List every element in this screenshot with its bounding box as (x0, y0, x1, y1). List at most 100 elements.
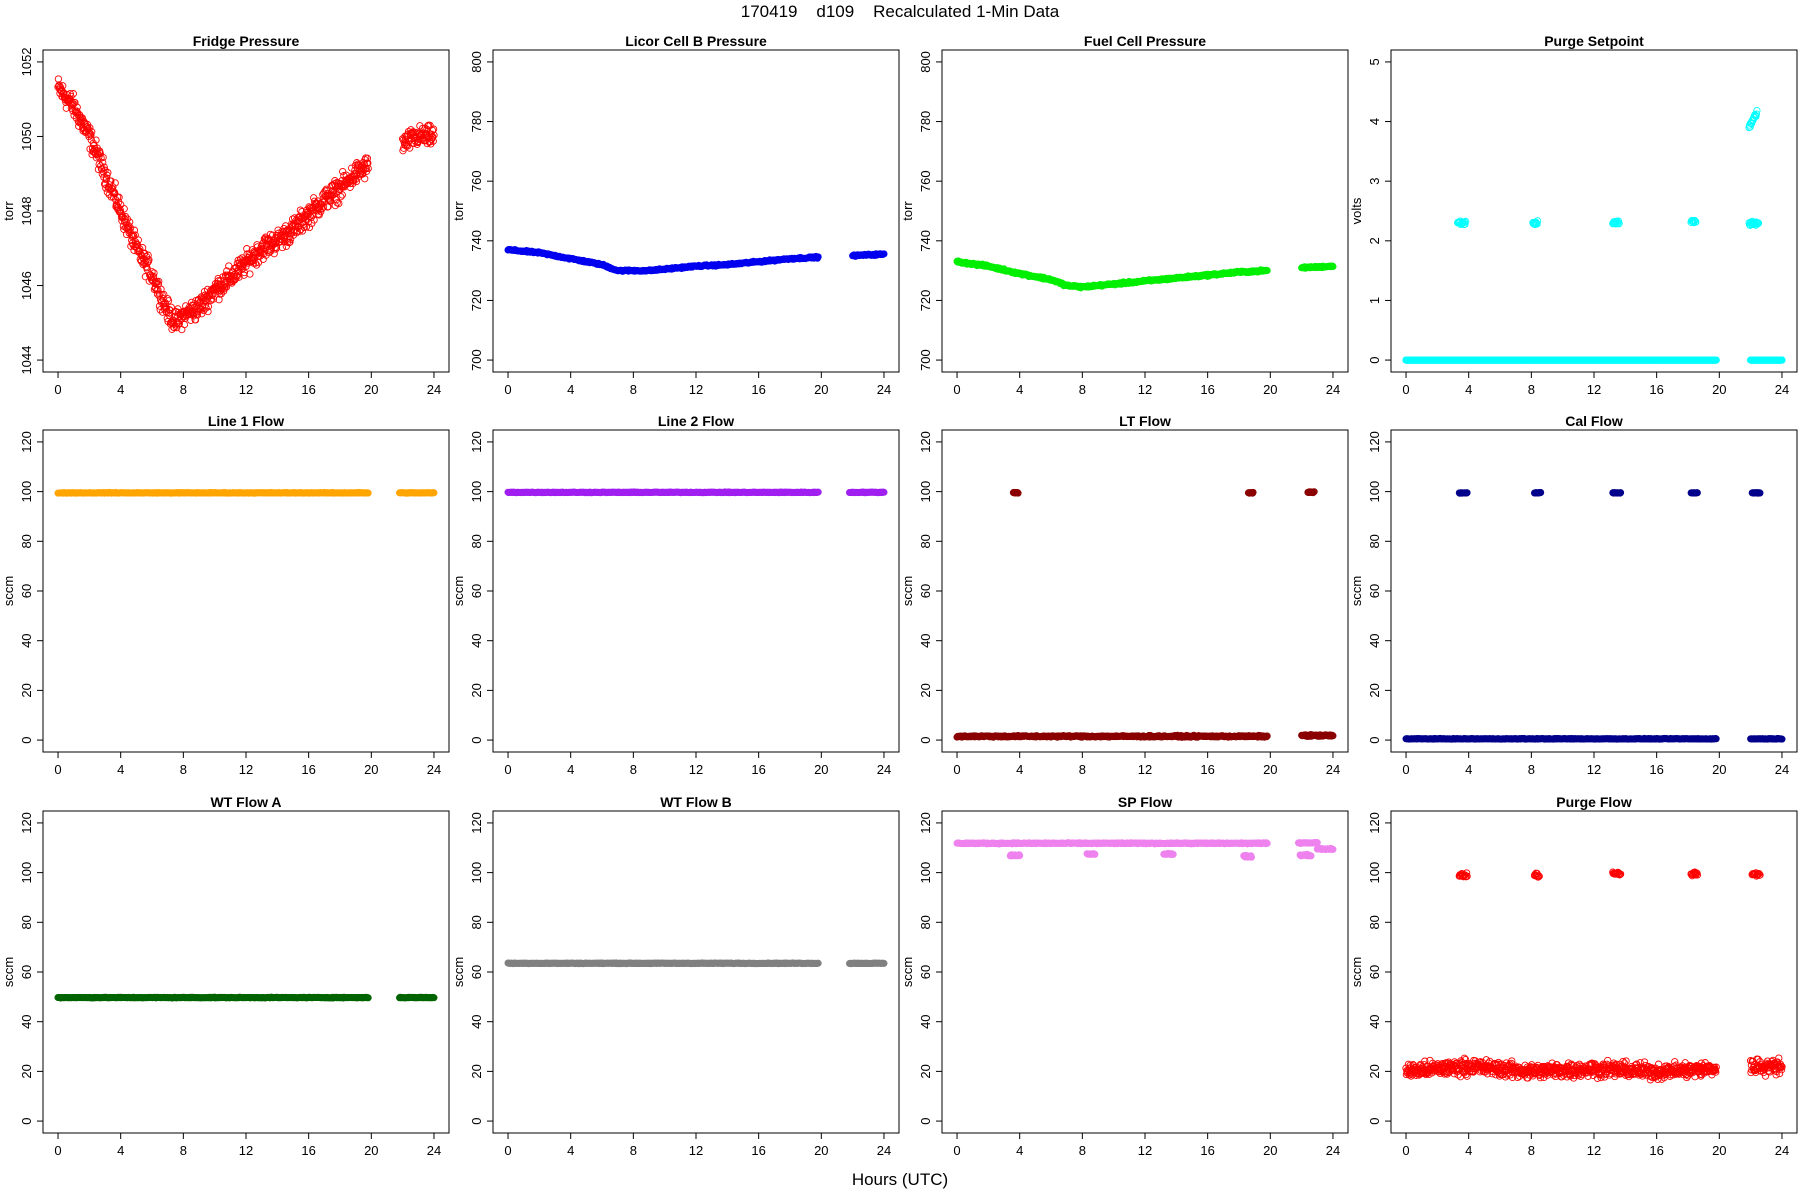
x-tick-label: 0 (504, 382, 511, 397)
data-point (814, 253, 822, 261)
data-points (54, 75, 438, 334)
y-tick-label: 720 (918, 290, 933, 312)
x-tick-label: 24 (1775, 382, 1789, 397)
data-point (295, 227, 304, 235)
data-point (99, 158, 107, 167)
data-point (1263, 266, 1271, 274)
x-tick-label: 8 (1528, 762, 1535, 777)
y-tick-label: 20 (469, 683, 484, 697)
x-tick-label: 8 (1079, 382, 1086, 397)
x-tick-label: 12 (689, 762, 703, 777)
x-tick-label: 4 (117, 762, 124, 777)
data-point (293, 227, 301, 236)
x-tick-label: 16 (301, 762, 315, 777)
x-tick-label: 8 (180, 762, 187, 777)
data-point (251, 259, 260, 267)
y-tick-label: 60 (469, 584, 484, 598)
y-tick-label: 40 (1367, 633, 1382, 647)
plot-frame (1390, 429, 1798, 753)
data-point (1329, 262, 1337, 270)
data-point (430, 489, 438, 497)
y-tick-label: 760 (918, 170, 933, 192)
y-tick-label: 1044 (19, 346, 34, 375)
data-points (1402, 488, 1786, 743)
x-tick-label: 16 (751, 762, 765, 777)
data-point (278, 243, 287, 252)
data-point (87, 131, 95, 139)
data-point (71, 98, 79, 107)
x-tick-label: 0 (953, 762, 960, 777)
x-tick-label: 24 (1326, 382, 1340, 397)
data-point (315, 211, 323, 219)
data-point (1310, 488, 1318, 496)
y-tick-label: 780 (918, 111, 933, 133)
data-point (149, 272, 158, 281)
data-point (150, 269, 158, 277)
plot-frame (492, 429, 900, 753)
x-tick-label: 20 (1263, 762, 1277, 777)
data-point (121, 212, 130, 221)
data-point (111, 179, 119, 187)
data-point (197, 306, 205, 314)
x-tick-label: 0 (504, 762, 511, 777)
y-tick-label: 120 (1367, 431, 1382, 453)
data-points (54, 488, 438, 497)
y-axis-label: torr (1, 201, 16, 221)
plot-frame (941, 429, 1349, 753)
x-tick-label: 4 (1016, 382, 1023, 397)
y-tick-label: 800 (469, 51, 484, 73)
data-point (134, 236, 142, 244)
x-tick-label: 24 (1775, 762, 1789, 777)
data-point (141, 273, 150, 281)
data-point (174, 308, 183, 317)
y-tick-label: 0 (469, 736, 484, 743)
y-axis-label: sccm (1, 576, 16, 606)
y-tick-label: 20 (19, 683, 34, 697)
data-point (364, 489, 372, 497)
y-tick-label: 700 (918, 349, 933, 371)
data-point (92, 136, 100, 144)
data-point (235, 273, 243, 281)
x-tick-label: 12 (1587, 762, 1601, 777)
plot-frame (42, 49, 450, 373)
x-tick-label: 8 (180, 382, 187, 397)
x-tick-label: 4 (117, 382, 124, 397)
panel-title: Purge Setpoint (1544, 33, 1644, 49)
y-tick-label: 5 (1367, 58, 1382, 65)
data-point (430, 131, 438, 139)
x-tick-label: 20 (364, 762, 378, 777)
data-point (160, 290, 168, 299)
data-point (98, 170, 106, 178)
data-point (337, 193, 345, 201)
data-point (99, 153, 107, 162)
x-tick-label: 4 (1016, 762, 1023, 777)
x-tick-label: 24 (427, 762, 441, 777)
data-point (200, 306, 208, 315)
x-tick-label: 8 (630, 762, 637, 777)
y-tick-label: 0 (1367, 736, 1382, 743)
x-tick-label: 4 (1465, 762, 1472, 777)
y-tick-label: 80 (918, 534, 933, 548)
data-point (338, 191, 346, 199)
y-tick-label: 80 (469, 534, 484, 548)
y-tick-label: 120 (469, 431, 484, 453)
y-axis-label: torr (900, 201, 915, 221)
panel-title: LT Flow (1119, 413, 1171, 429)
y-tick-label: 20 (1367, 683, 1382, 697)
y-tick-label: 2 (1367, 237, 1382, 244)
y-tick-label: 60 (1367, 584, 1382, 598)
data-point (286, 238, 294, 246)
data-point (109, 193, 117, 201)
data-point (364, 159, 372, 167)
y-tick-label: 760 (469, 170, 484, 192)
data-point (429, 133, 437, 141)
data-point (310, 216, 318, 224)
x-tick-label: 16 (301, 382, 315, 397)
data-point (204, 302, 213, 311)
data-point (126, 224, 135, 232)
